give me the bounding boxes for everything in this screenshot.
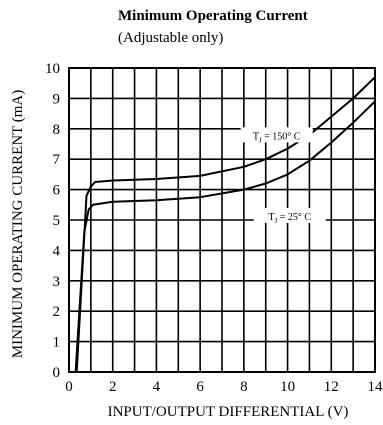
series-line-1 [75,76,376,373]
y-tick-label: 3 [53,274,61,290]
x-tick-label: 0 [65,379,73,395]
annotation-backing [240,127,313,143]
y-axis-label: MINIMUM OPERATING CURRENT (mA) [10,90,26,358]
y-tick-label: 1 [53,335,61,351]
annotation-backing [253,207,326,223]
y-tick-label: 5 [53,213,61,229]
y-tick-label: 7 [53,152,61,168]
x-tick-label: 6 [196,379,204,395]
y-tick-label: 10 [45,61,60,77]
series-annotation-2: TJ = 25° C [268,212,311,225]
series-annotation-1: TJ = 150° C [253,131,301,144]
x-tick-label: 4 [153,379,161,395]
y-tick-label: 4 [53,243,61,259]
x-tick-label: 2 [109,379,117,395]
x-axis-label: INPUT/OUTPUT DIFFERENTIAL (V) [108,404,349,420]
x-tick-label: 14 [368,379,383,395]
x-tick-label: 12 [324,379,339,395]
x-tick-label: 8 [240,379,248,395]
y-tick-label: 6 [53,183,61,199]
chart-subtitle: (Adjustable only) [118,30,224,46]
y-tick-label: 2 [53,304,61,320]
chart-title: Minimum Operating Current [118,8,308,24]
y-tick-label: 0 [53,365,61,381]
plot-frame [68,67,376,373]
series-line-2 [74,100,376,373]
y-tick-label: 8 [53,122,61,138]
x-tick-label: 10 [280,379,295,395]
y-tick-label: 9 [53,91,61,107]
